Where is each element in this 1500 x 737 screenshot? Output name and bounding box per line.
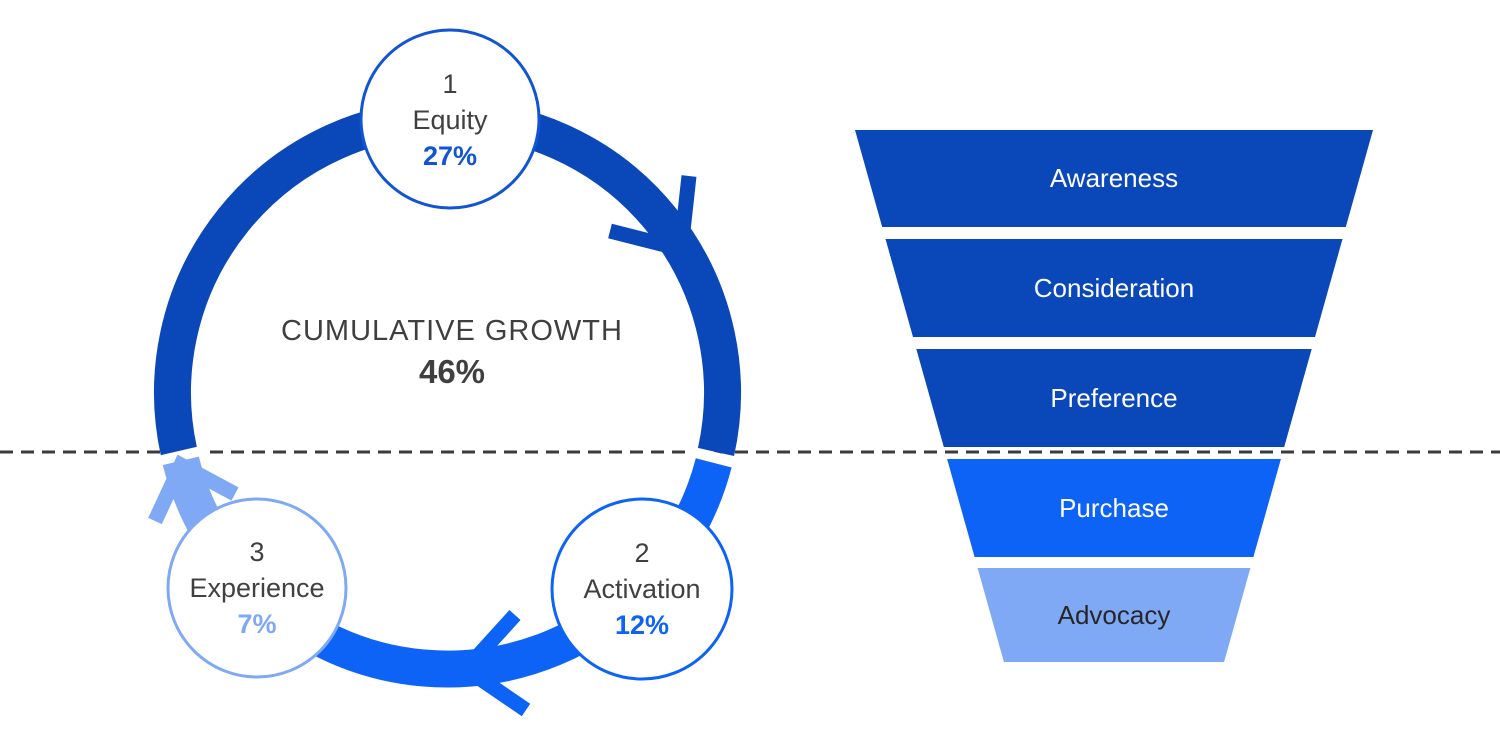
funnel-label-purchase: Purchase	[1059, 493, 1169, 523]
cycle-node-experience-label: Experience	[189, 573, 325, 603]
growth-cycle-ring	[148, 28, 741, 717]
ring-separator-right	[691, 447, 739, 468]
cycle-node-activation-label: Activation	[583, 574, 701, 604]
funnel-label-awareness: Awareness	[1049, 163, 1179, 193]
funnel-segment-awareness	[855, 130, 1373, 227]
arrow-barb-clockwise-top-icon	[608, 175, 697, 259]
cycle-node-experience: 3 Experience 7%	[157, 534, 357, 642]
arrow-barb-return-icon	[148, 454, 239, 525]
cycle-center-value: 46%	[418, 353, 486, 390]
cycle-node-circle-experience	[166, 497, 348, 679]
cycle-node-equity: 1 Equity 27%	[350, 66, 550, 174]
cycle-node-equity-value: 27%	[422, 141, 478, 171]
cycle-node-circle-equity	[359, 28, 541, 210]
arrow-barb-bottom-icon	[454, 609, 531, 717]
funnel-label-advocacy: Advocacy	[1057, 600, 1171, 630]
cycle-node-circle-activation	[550, 497, 734, 681]
cycle-node-activation: 2 Activation 12%	[542, 535, 742, 643]
cycle-node-activation-number: 2	[634, 538, 650, 568]
cycle-center-title: CUMULATIVE GROWTH	[281, 315, 623, 347]
funnel-segment-consideration	[885, 239, 1343, 337]
cycle-node-experience-number: 3	[249, 537, 265, 567]
funnel-segment-advocacy	[977, 568, 1251, 662]
funnel-label-consideration: Consideration	[1033, 273, 1195, 303]
funnel-segment-preference	[916, 349, 1312, 447]
cycle-node-activation-value: 12%	[614, 610, 670, 640]
cycle-node-equity-number: 1	[442, 69, 458, 99]
cycle-node-equity-label: Equity	[412, 105, 488, 135]
funnel-label-preference: Preference	[1050, 383, 1178, 413]
marketing-funnel	[855, 130, 1373, 662]
cycle-node-experience-value: 7%	[237, 609, 277, 639]
funnel-segment-purchase	[947, 459, 1281, 557]
